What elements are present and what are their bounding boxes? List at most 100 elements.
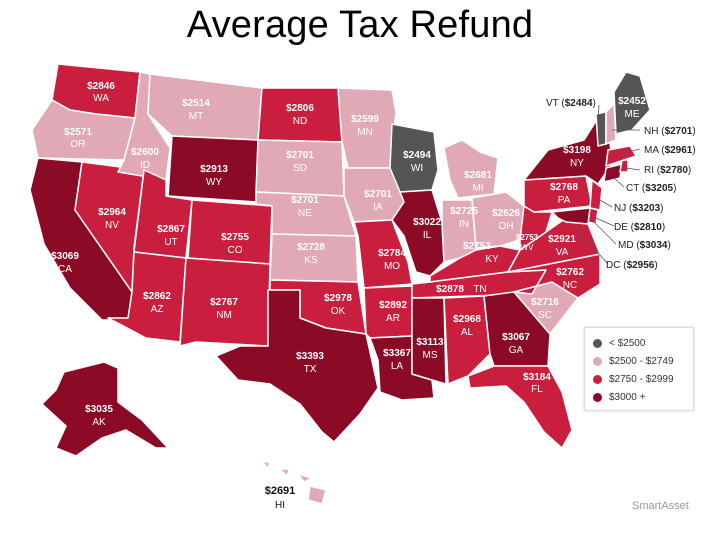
state-MD[interactable] [551,207,591,225]
legend-swatch [593,374,602,384]
state-ME[interactable] [613,71,651,135]
state-MI[interactable] [443,139,499,199]
callout-DC: DC ($2956) [606,260,658,271]
state-HI-4[interactable] [307,485,327,505]
label-value-CO: $2755 [221,232,249,243]
label-value-AR: $2892 [379,300,407,311]
label-abbr-FL: FL [531,384,543,395]
label-value-NE: $2701 [291,195,319,206]
legend-item: $3000 + [593,388,693,406]
label-value-OK: $2978 [324,293,352,304]
state-AL[interactable] [443,295,491,385]
label-abbr-IA: IA [373,202,383,213]
label-value-AK: $3035 [85,404,113,415]
label-abbr-MI: MI [472,183,483,194]
label-abbr-WV: WV [521,243,535,252]
label-value-SC: $2716 [531,297,559,308]
label-value-AZ: $2862 [143,291,171,302]
label-abbr-WY: WY [206,177,222,188]
label-abbr-CO: CO [228,245,243,256]
label-abbr-WA: WA [93,93,109,104]
label-abbr-UT: UT [164,237,177,248]
state-VT[interactable] [595,111,607,147]
state-HI-3[interactable] [297,473,313,483]
callout-DE: DE ($2810) [614,222,665,233]
label-abbr-AL: AL [461,327,474,338]
label-abbr-ME: ME [625,109,640,120]
label-abbr-OK: OK [331,306,346,317]
label-value-MN: $2599 [351,114,379,125]
label-value-SD: $2701 [286,150,314,161]
label-abbr-NM: NM [216,310,232,321]
label-value-LA: $3367 [383,348,411,359]
label-value-IL: $3022 [413,217,441,228]
label-abbr-MS: MS [423,350,438,361]
callout-MA: MA ($2961) [644,145,696,156]
label-abbr-GA: GA [509,345,524,356]
label-abbr-HI: HI [275,500,285,511]
label-value-NM: $2767 [210,297,238,308]
label-value-PA: $2768 [550,182,578,193]
state-AK[interactable] [41,361,169,457]
label-value-MI: $2681 [464,170,492,181]
legend-item: $2500 - $2749 [593,352,693,370]
state-NC[interactable] [507,253,601,299]
label-value-WV: $2753 [516,233,539,242]
state-NJ[interactable] [589,179,603,211]
state-AR[interactable] [363,285,413,339]
label-value-GA: $3067 [502,332,530,343]
label-abbr-TN: TN [473,284,486,295]
label-value-KY: $2753 [463,241,491,252]
state-HI-2[interactable] [279,467,291,477]
label-abbr-AK: AK [92,417,106,428]
legend-swatch [593,338,602,348]
state-MA[interactable] [605,145,637,167]
label-value-WA: $2846 [87,81,115,92]
label-abbr-ND: ND [293,116,307,127]
state-HI[interactable] [261,461,271,469]
label-abbr-OH: OH [499,221,514,232]
state-RI[interactable] [619,159,629,173]
label-value-UT: $2867 [157,224,185,235]
label-abbr-KS: KS [304,255,318,266]
state-NH[interactable] [605,103,617,145]
label-value-IA: $2701 [364,189,392,200]
legend-swatch [593,392,602,402]
state-CT[interactable] [603,163,623,183]
label-value-OH: $2626 [492,208,520,219]
label-abbr-NV: NV [105,220,119,231]
label-value-IN: $2725 [450,206,478,217]
legend-label: $3000 + [609,391,646,403]
map-title: Average Tax Refund [186,4,534,46]
label-abbr-MO: MO [384,261,400,272]
label-value-CA: $3069 [51,251,79,262]
label-value-NY: $3198 [563,145,591,156]
legend-item: $2750 - $2999 [593,370,693,388]
label-abbr-ID: ID [140,160,150,171]
callout-VT: VT ($2484) [546,98,596,109]
label-value-ID: $2600 [131,147,159,158]
state-ND[interactable] [257,87,343,143]
label-abbr-WI: WI [411,163,423,174]
label-value-NC: $2762 [556,267,584,278]
state-TX[interactable] [215,289,379,443]
state-FL[interactable] [467,365,573,449]
label-abbr-LA: LA [391,361,404,372]
label-abbr-MT: MT [189,111,203,122]
label-value-ME: $2452 [618,96,646,107]
label-abbr-MN: MN [357,127,373,138]
state-NM[interactable] [179,257,271,347]
label-abbr-IL: IL [423,230,432,241]
callout-NH: NH ($2701) [644,126,696,137]
legend-item: < $2500 [593,334,693,352]
label-value-NV: $2964 [98,207,126,218]
callout-MD: MD ($3034) [618,240,671,251]
label-value-KS: $2728 [297,242,325,253]
legend: < $2500 $2500 - $2749 $2750 - $2999 $300… [584,327,694,411]
label-value-VA: $2921 [548,234,576,245]
legend-label: $2750 - $2999 [609,373,674,385]
label-value-WY: $2913 [200,164,228,175]
state-IL[interactable] [391,189,445,277]
label-value-MO: $2784 [378,248,406,259]
